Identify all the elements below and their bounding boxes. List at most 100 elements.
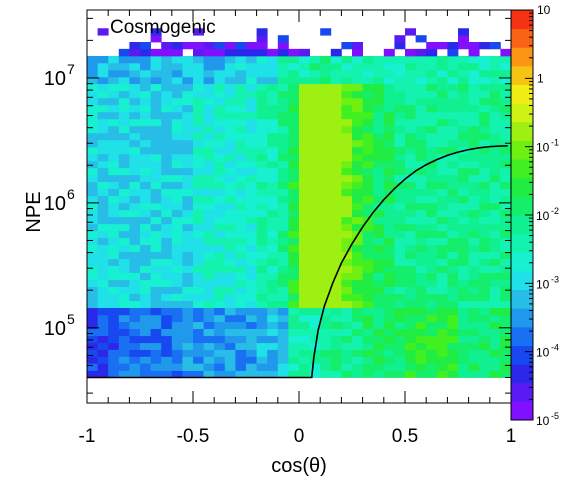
heatmap-cell — [320, 167, 332, 176]
heatmap-cell — [405, 125, 416, 134]
heatmap-cell — [341, 328, 353, 337]
heatmap-cell — [118, 90, 130, 99]
heatmap-cell — [330, 265, 342, 273]
heatmap-cell — [362, 153, 374, 162]
heatmap-cell — [436, 76, 448, 85]
heatmap-cell — [246, 314, 257, 323]
heatmap-cell — [203, 349, 215, 357]
heatmap-cell — [373, 139, 385, 148]
heatmap-cell — [288, 202, 300, 211]
heatmap-cell — [330, 237, 342, 246]
heatmap-cell — [256, 104, 268, 113]
heatmap-cell — [383, 370, 395, 378]
heatmap-cell — [447, 342, 459, 350]
heatmap-cell — [118, 69, 130, 78]
heatmap-cell — [479, 286, 491, 294]
heatmap-cell — [129, 244, 141, 253]
heatmap-cell — [224, 251, 236, 260]
heatmap-cell — [309, 153, 321, 162]
heatmap-cell — [436, 244, 448, 253]
colorbar-swatch — [511, 159, 533, 179]
heatmap-cell — [161, 342, 173, 350]
heatmap-cell — [108, 90, 120, 99]
heatmap-cell — [352, 111, 363, 120]
heatmap-cell — [171, 307, 183, 316]
heatmap-cell — [224, 272, 236, 281]
heatmap-cell — [415, 335, 427, 344]
heatmap-cell — [415, 83, 427, 92]
heatmap-cell — [426, 370, 438, 378]
heatmap-cell — [415, 97, 427, 106]
heatmap-cell — [479, 132, 491, 141]
y-tick-label-exponent: 5 — [67, 311, 75, 327]
heatmap-cell — [129, 181, 141, 190]
heatmap-cell — [383, 48, 395, 57]
heatmap-cell — [394, 167, 406, 176]
heatmap-cell — [320, 244, 332, 253]
heatmap-cell — [383, 244, 395, 253]
heatmap-cell — [246, 363, 257, 371]
heatmap-cell — [182, 363, 194, 371]
heatmap-cell — [140, 202, 151, 211]
heatmap-cell — [415, 160, 427, 169]
heatmap-cell — [447, 258, 459, 266]
heatmap-cell — [383, 286, 395, 294]
heatmap-cell — [500, 48, 511, 57]
heatmap-cell — [267, 76, 279, 85]
heatmap-cell — [362, 349, 374, 357]
heatmap-cell — [129, 97, 141, 106]
heatmap-cell — [150, 118, 162, 127]
heatmap-cell — [203, 104, 215, 113]
heatmap-cell — [436, 174, 448, 183]
heatmap-cell — [362, 237, 374, 246]
heatmap-cell — [468, 272, 480, 281]
heatmap-cell — [140, 258, 151, 266]
colorbar-swatch — [511, 215, 533, 235]
heatmap-cell — [214, 188, 226, 197]
heatmap-cell — [415, 167, 427, 176]
heatmap-cell — [330, 223, 342, 232]
heatmap-cell — [415, 349, 427, 357]
heatmap-cell — [150, 265, 162, 273]
heatmap-cell — [140, 279, 151, 287]
heatmap-cell — [447, 188, 459, 197]
heatmap-cell — [436, 335, 448, 344]
heatmap-cell — [246, 293, 257, 302]
heatmap-cell — [140, 237, 151, 246]
heatmap-cell — [288, 272, 300, 281]
heatmap-cell — [267, 202, 279, 211]
heatmap-cell — [108, 195, 120, 204]
heatmap-cell — [309, 188, 321, 197]
heatmap-cell — [182, 146, 194, 155]
heatmap-cell — [320, 314, 332, 323]
heatmap-cell — [203, 181, 215, 190]
heatmap-cell — [277, 356, 289, 364]
heatmap-cell — [320, 202, 332, 211]
heatmap-cell — [330, 167, 342, 176]
heatmap-cell — [150, 286, 162, 294]
heatmap-cell — [383, 55, 395, 64]
heatmap-cell — [394, 300, 406, 309]
heatmap-cell — [118, 258, 130, 266]
heatmap-cell — [87, 230, 98, 239]
heatmap-cell — [436, 300, 448, 309]
heatmap-cell — [203, 300, 215, 309]
heatmap-cell — [468, 335, 480, 344]
heatmap-cell — [235, 223, 247, 232]
heatmap-cell — [171, 69, 183, 78]
colorbar-swatch — [511, 345, 533, 365]
heatmap-cell — [405, 153, 416, 162]
heatmap-cell — [214, 153, 226, 162]
heatmap-cell — [256, 48, 268, 57]
heatmap-cell — [224, 363, 236, 371]
heatmap-cell — [468, 251, 480, 260]
heatmap-cell — [299, 195, 310, 204]
heatmap-cell — [161, 349, 173, 357]
heatmap-cell — [426, 69, 438, 78]
heatmap-cell — [246, 223, 257, 232]
heatmap-cell — [140, 62, 151, 71]
heatmap-cell — [405, 265, 416, 273]
heatmap-cell — [373, 125, 385, 134]
heatmap-cell — [426, 97, 438, 106]
heatmap-cell — [288, 118, 300, 127]
